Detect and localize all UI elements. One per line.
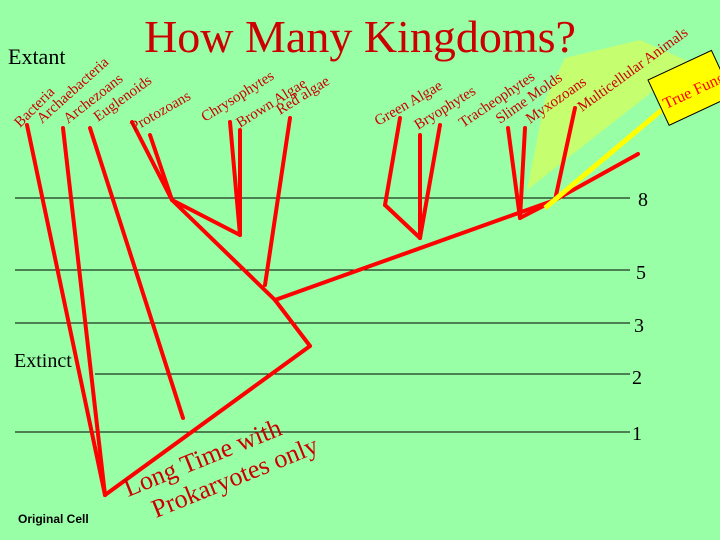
- branch-myxo: [518, 126, 527, 220]
- phylogenetic-tree: [25, 106, 640, 497]
- branch-archezoa: [88, 126, 185, 420]
- branch-protozoa-stem: [170, 198, 277, 302]
- branch-euglenoids: [130, 120, 174, 202]
- true-fungi-box: True Fungi: [647, 49, 720, 126]
- extant-label: Extant: [8, 44, 65, 69]
- branch-upper: [273, 298, 312, 348]
- extinct-label: Extinct: [14, 350, 72, 372]
- branch-slime: [506, 126, 522, 220]
- kingdom-counts: 8 5 3 2 1: [632, 189, 648, 445]
- long-time-caption: Long Time with Prokaryotes only: [119, 413, 322, 524]
- page-title: How Many Kingdoms?: [144, 11, 576, 62]
- branch-tracheophytes: [418, 123, 442, 240]
- branch-trunk: [25, 123, 107, 497]
- kingdom-count-1: 1: [632, 423, 642, 445]
- branch-green-stem: [383, 203, 422, 240]
- kingdom-count-8: 8: [638, 189, 648, 211]
- branch-archaea: [61, 126, 107, 497]
- branch-protozoans: [148, 133, 174, 202]
- branch-chromista: [170, 198, 242, 237]
- kingdom-count-2: 2: [632, 367, 642, 389]
- kingdom-count-3: 3: [634, 315, 644, 337]
- branch-red: [263, 116, 292, 287]
- branch-main: [103, 344, 312, 497]
- branch-fungi-stem: [553, 152, 640, 202]
- kingdom-count-5: 5: [636, 262, 646, 284]
- highlight-fan: [527, 40, 690, 190]
- branch-animals: [553, 106, 577, 202]
- level-lines: [15, 197, 630, 433]
- original-cell-label: Original Cell: [18, 512, 89, 526]
- branch-green: [383, 116, 402, 207]
- branch-plants-stem: [273, 198, 557, 302]
